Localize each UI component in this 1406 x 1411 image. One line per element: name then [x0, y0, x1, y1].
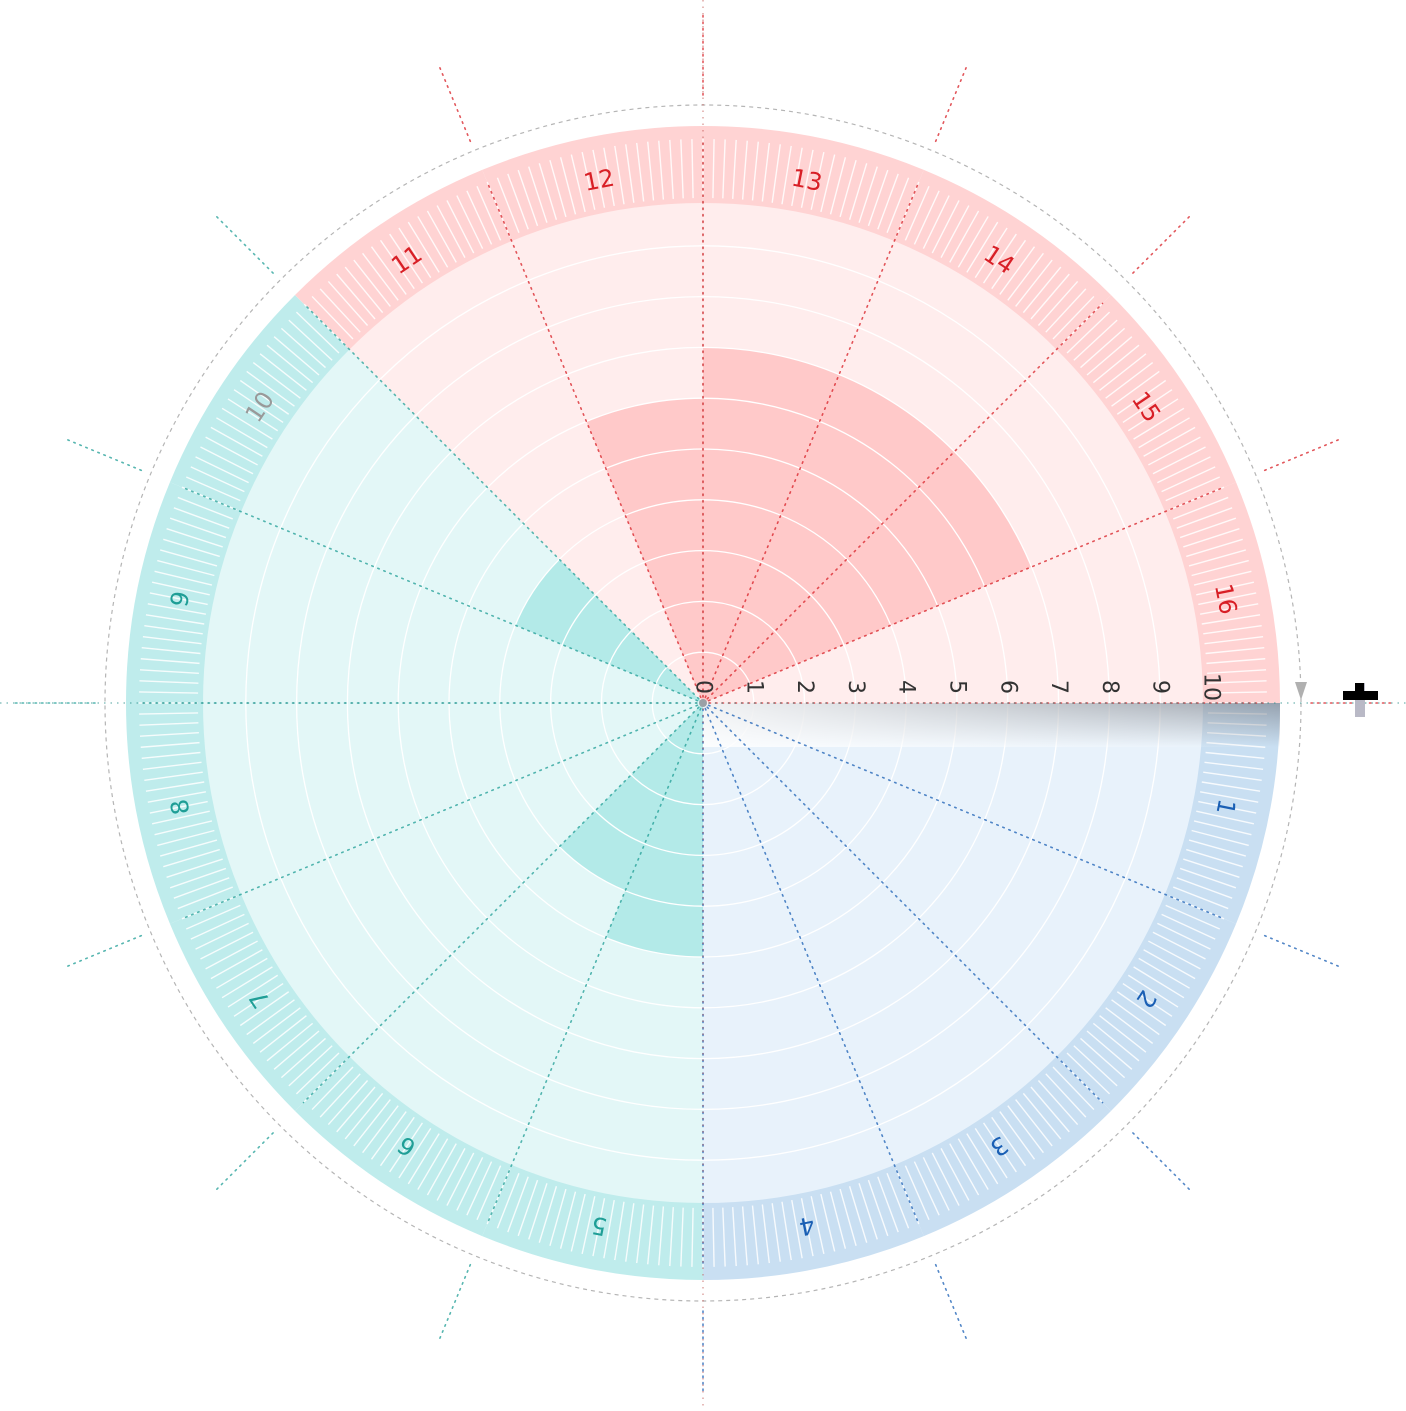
bar-14 [703, 374, 955, 703]
sector-label-12: 12 [581, 164, 616, 197]
sector-background-9 [138, 486, 703, 703]
sector-label-8: 8 [165, 797, 195, 817]
radial-tick-label-9: 9 [1148, 680, 1173, 694]
bar-5 [605, 703, 703, 957]
sector-label-9: 9 [165, 589, 195, 609]
radial-tick-label-10: 10 [1199, 673, 1224, 701]
sector-label-13: 13 [789, 164, 824, 197]
radial-tick-label-3: 3 [843, 680, 868, 694]
sector-label-16: 16 [1209, 581, 1242, 616]
bar-12 [586, 398, 703, 703]
controls [1295, 682, 1378, 717]
bar-10 [515, 559, 703, 703]
radial-tick-label-6: 6 [995, 680, 1020, 694]
sector-background-1 [703, 703, 1268, 920]
sector-background-4 [703, 703, 920, 1268]
sector-background-16 [703, 486, 1268, 703]
ring-band-5 [482, 1164, 703, 1280]
radial-tick-label-4: 4 [894, 680, 919, 694]
sector-background-7 [181, 703, 703, 1103]
sector-background-8 [138, 703, 703, 920]
radial-tick-label-1: 1 [741, 680, 766, 694]
sector-label-5: 5 [589, 1211, 609, 1241]
ring-band-12 [482, 126, 703, 242]
bar-6 [559, 703, 703, 891]
radial-tick-label-0: 0 [691, 680, 716, 694]
triangle-down-icon [1295, 682, 1307, 700]
ring-band-1 [1164, 703, 1280, 924]
plus-icon [1343, 683, 1378, 717]
bar-13 [703, 347, 840, 703]
data-bars [515, 347, 1032, 957]
radial-tick-label-2: 2 [792, 680, 817, 694]
sector-label-4: 4 [797, 1211, 817, 1241]
outer-ring [104, 104, 1302, 1302]
ring-band-9 [126, 482, 242, 703]
sector-background-11 [303, 181, 703, 703]
radial-tick-label-7: 7 [1046, 680, 1071, 694]
ring-band-16 [1164, 482, 1280, 703]
sector-background-2 [703, 703, 1225, 1103]
add-button[interactable] [1343, 683, 1378, 717]
sector-background-3 [703, 703, 1103, 1225]
ring-band-4 [703, 1164, 924, 1280]
ring-band-13 [703, 126, 924, 242]
bar-15 [703, 451, 1032, 703]
sector-label-1: 1 [1211, 797, 1241, 817]
radial-tick-label-8: 8 [1097, 680, 1122, 694]
radial-tick-label-5: 5 [945, 680, 970, 694]
ring-band-8 [126, 703, 242, 924]
